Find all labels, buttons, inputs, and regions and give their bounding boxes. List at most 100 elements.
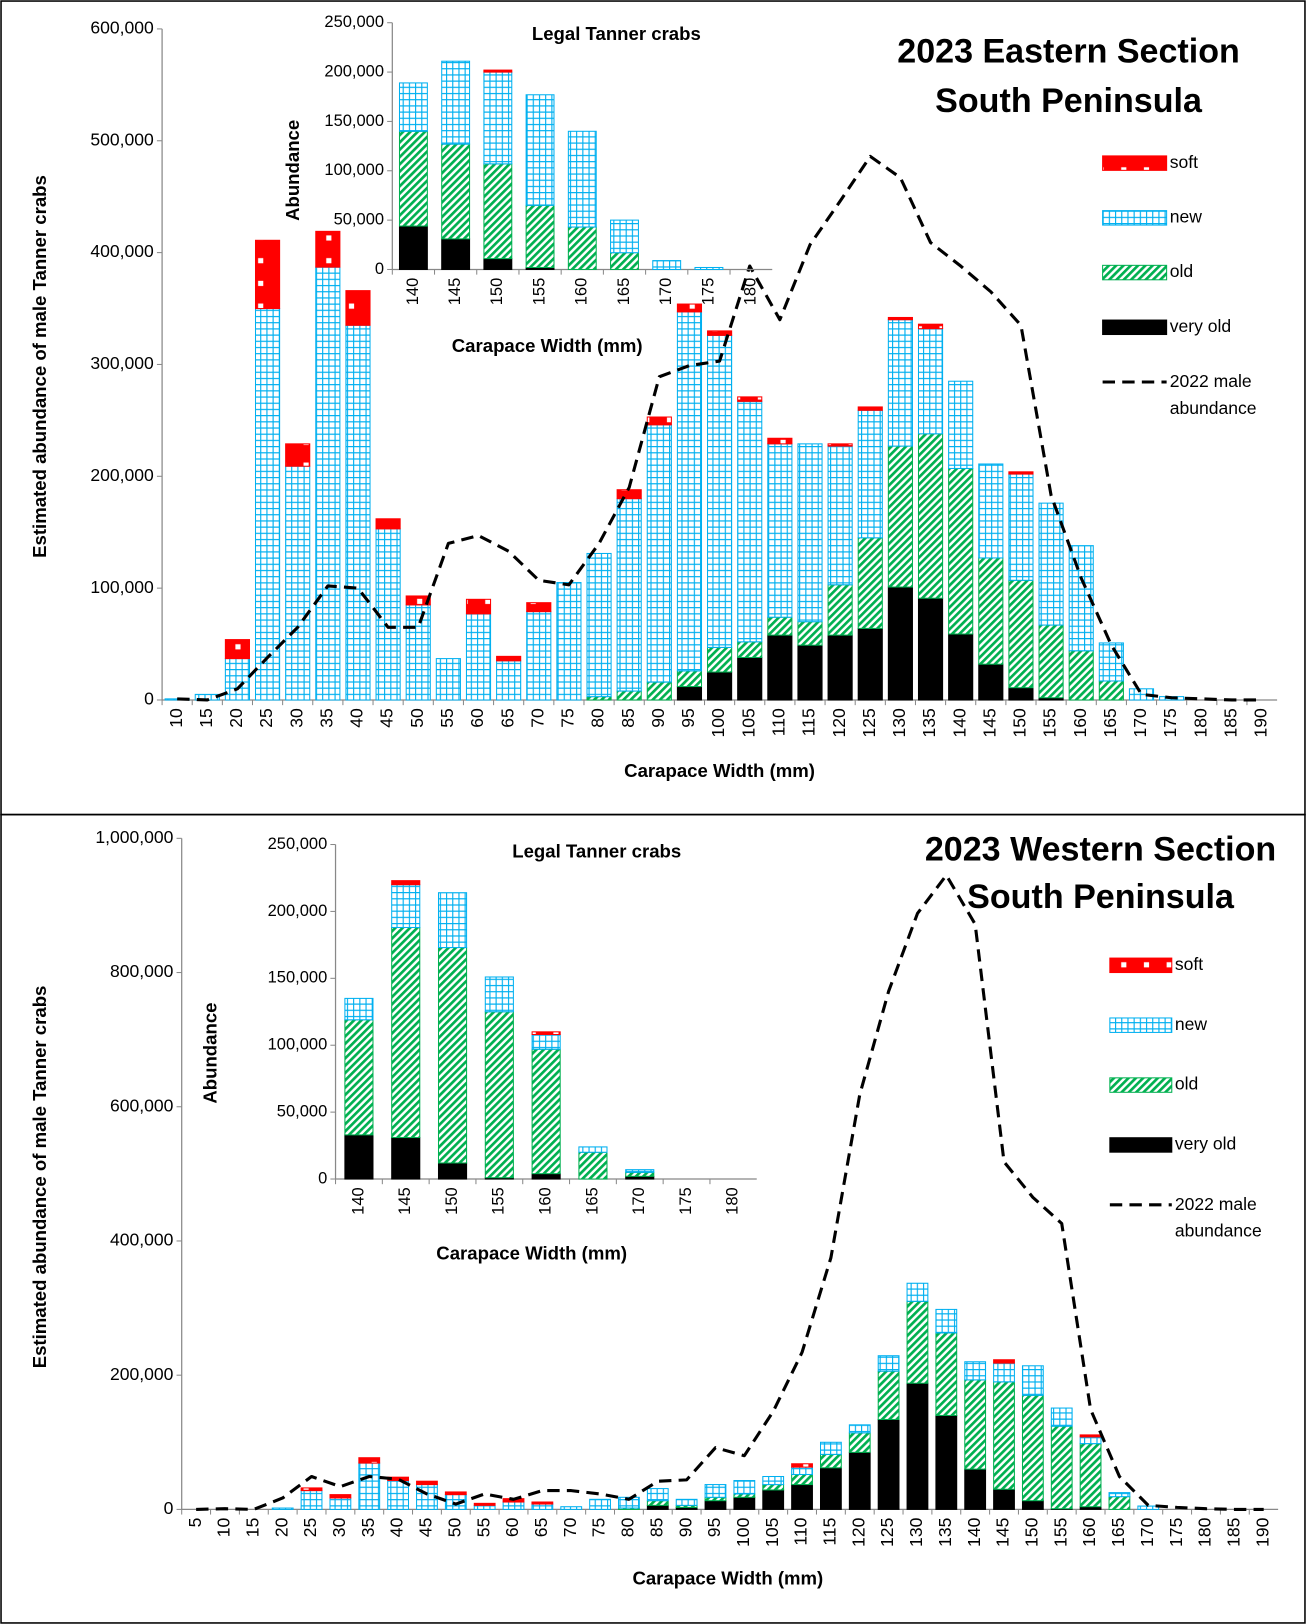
bar-segment bbox=[441, 143, 471, 240]
bar-segment bbox=[887, 319, 913, 447]
bar-segment bbox=[827, 634, 853, 701]
bar-segment bbox=[646, 681, 672, 701]
x-tick-label: 155 bbox=[1050, 1517, 1070, 1547]
bar-segment bbox=[935, 1308, 958, 1334]
bar-segment bbox=[1108, 1496, 1131, 1510]
bar-segment bbox=[797, 621, 823, 646]
x-tick-label: 40 bbox=[347, 708, 367, 728]
bar-segment bbox=[344, 1019, 374, 1136]
bar-segment bbox=[707, 646, 733, 673]
bar-segment bbox=[1021, 1394, 1044, 1502]
x-tick-label: 50 bbox=[444, 1517, 464, 1537]
bar-segment bbox=[271, 1507, 294, 1510]
bar-segment bbox=[285, 443, 311, 467]
x-tick-label: 140 bbox=[404, 278, 422, 306]
x-tick-label: 150 bbox=[1010, 708, 1030, 738]
bar-segment bbox=[646, 1500, 669, 1506]
bar-segment bbox=[496, 660, 522, 701]
x-tick-label: 60 bbox=[502, 1517, 522, 1537]
bar-segment bbox=[877, 1418, 900, 1510]
bar-segment bbox=[473, 1504, 496, 1510]
x-tick-label: 100 bbox=[733, 1517, 753, 1547]
x-tick-label: 165 bbox=[615, 278, 633, 306]
x-tick-label: 115 bbox=[799, 708, 819, 736]
y-tick-label: 500,000 bbox=[90, 129, 154, 149]
legend-swatch bbox=[1109, 1137, 1173, 1153]
bar-segment bbox=[616, 498, 642, 692]
x-tick-label: 160 bbox=[1070, 708, 1090, 738]
y-tick-label: 0 bbox=[375, 260, 384, 278]
x-tick-label: 105 bbox=[738, 708, 758, 738]
x-tick-label: 115 bbox=[820, 1517, 840, 1545]
bar-segment bbox=[437, 892, 468, 949]
bar-segment bbox=[465, 613, 492, 701]
bar-segment bbox=[964, 1379, 987, 1470]
x-tick-label: 150 bbox=[488, 278, 506, 306]
bar-segment bbox=[531, 1173, 561, 1180]
bar-segment bbox=[819, 1467, 842, 1510]
bar-segment bbox=[1021, 1500, 1044, 1510]
y-tick-label: 400,000 bbox=[110, 1230, 174, 1250]
bar-segment bbox=[531, 1501, 554, 1505]
x-axis-title: Carapace Width (mm) bbox=[624, 760, 815, 781]
bar-segment bbox=[391, 1137, 421, 1180]
bar-segment bbox=[502, 1501, 525, 1510]
bar-segment bbox=[496, 655, 522, 662]
legend-swatch bbox=[1109, 1077, 1173, 1093]
x-tick-label: 20 bbox=[271, 1517, 291, 1537]
x-tick-label: 60 bbox=[467, 708, 487, 728]
x-tick-label: 15 bbox=[242, 1517, 262, 1537]
x-tick-label: 35 bbox=[316, 708, 336, 728]
bar-segment bbox=[300, 1490, 323, 1510]
bar-segment bbox=[707, 330, 733, 336]
x-tick-label: 90 bbox=[648, 708, 668, 728]
bar-segment bbox=[398, 130, 428, 227]
bar-segment bbox=[948, 467, 974, 635]
x-tick-label: 175 bbox=[1166, 1517, 1186, 1547]
x-axis-title: Carapace Width (mm) bbox=[632, 1568, 823, 1589]
bar-segment bbox=[993, 1488, 1015, 1510]
bar-segment bbox=[560, 1506, 583, 1510]
bar-segment bbox=[791, 1463, 813, 1468]
y-tick-label: 0 bbox=[318, 1169, 327, 1187]
bar-segment bbox=[329, 1497, 352, 1510]
bar-segment bbox=[391, 926, 421, 1139]
bar-segment bbox=[625, 1171, 655, 1177]
legend-label: very old bbox=[1175, 1134, 1236, 1154]
x-tick-label: 45 bbox=[377, 708, 397, 728]
bar-segment bbox=[610, 252, 639, 270]
bar-segment bbox=[484, 976, 514, 1013]
x-tick-label: 70 bbox=[527, 708, 547, 728]
x-tick-label: 175 bbox=[677, 1187, 695, 1215]
bar-segment bbox=[483, 163, 513, 260]
bar-segment bbox=[791, 1466, 813, 1476]
bar-segment bbox=[616, 489, 642, 500]
y-axis-title: Estimated abundance of male Tanner crabs bbox=[29, 986, 50, 1369]
bar-segment bbox=[618, 1496, 640, 1509]
x-tick-label: 15 bbox=[196, 708, 216, 728]
bar-segment bbox=[704, 1500, 727, 1510]
bar-segment bbox=[676, 670, 703, 688]
bar-segment bbox=[819, 1441, 842, 1455]
y-tick-label: 600,000 bbox=[110, 1095, 174, 1115]
bar-segment bbox=[358, 1462, 381, 1510]
y-tick-label: 1,000,000 bbox=[95, 827, 173, 847]
bar-segment bbox=[300, 1487, 323, 1492]
bar-segment bbox=[737, 400, 763, 643]
bar-segment bbox=[948, 633, 974, 701]
legend-label: 2022 male abundance bbox=[1175, 1193, 1262, 1240]
x-tick-label: 175 bbox=[699, 278, 717, 306]
y-tick-label: 50,000 bbox=[277, 1102, 327, 1120]
bar-segment bbox=[707, 334, 733, 648]
bar-segment bbox=[791, 1484, 813, 1510]
bar-segment bbox=[935, 1414, 958, 1510]
x-tick-label: 140 bbox=[964, 1517, 984, 1547]
bar-segment bbox=[1068, 650, 1094, 701]
bar-segment bbox=[329, 1494, 352, 1499]
bar-segment bbox=[398, 225, 428, 270]
x-tick-label: 105 bbox=[762, 1517, 782, 1547]
bar-segment bbox=[1098, 680, 1124, 701]
chart-title: 2023 Eastern Section bbox=[897, 33, 1240, 71]
bar-segment bbox=[737, 656, 763, 701]
y-tick-label: 200,000 bbox=[268, 902, 328, 920]
